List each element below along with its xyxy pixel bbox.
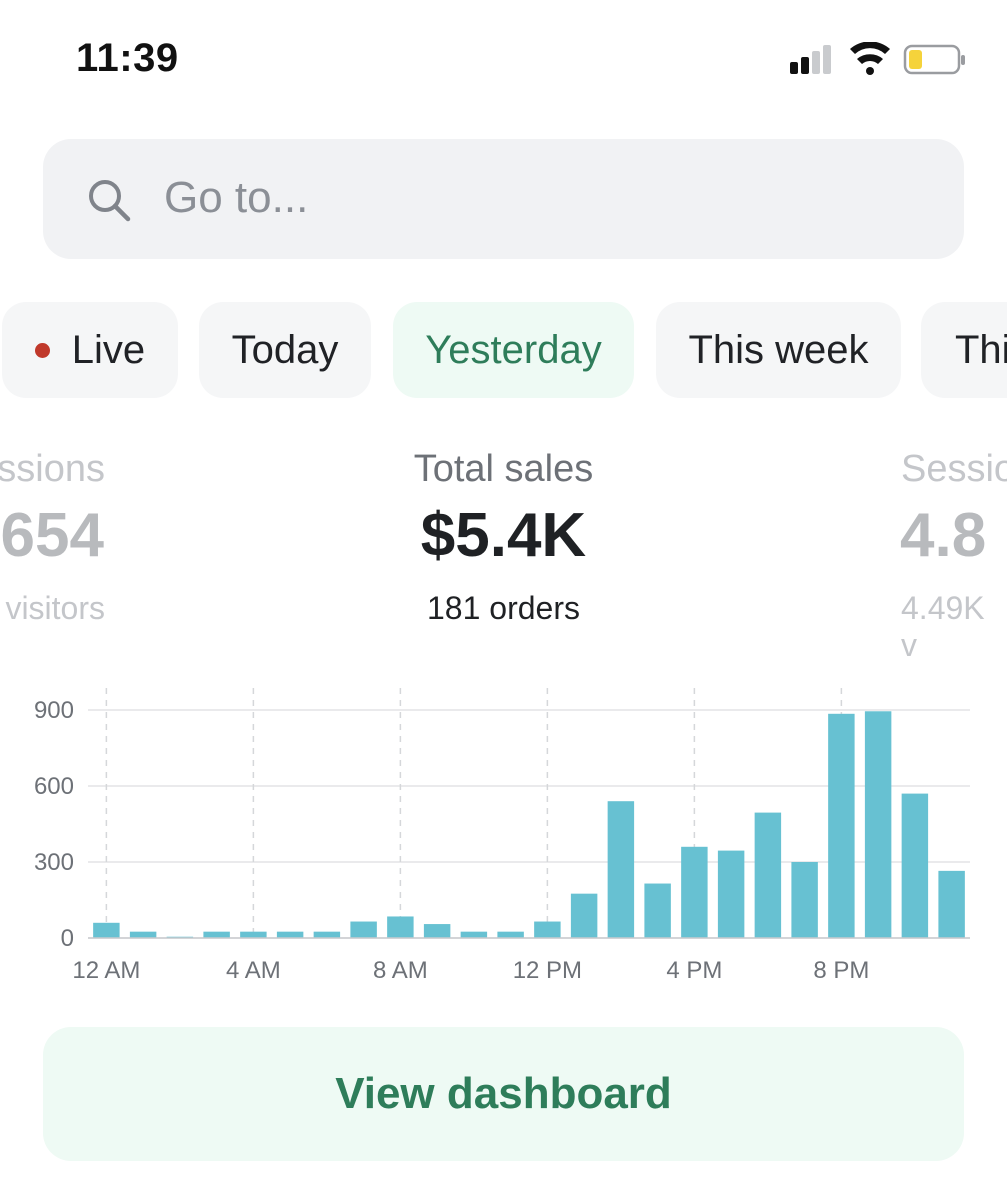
x-tick-label: 4 AM [226,957,281,984]
chart-bar [460,931,488,938]
filter-chip-label: Today [231,327,339,372]
metric-value-total-sales[interactable]: $5.4K [420,501,587,570]
chart-bar [607,801,635,938]
x-tick-label: 8 AM [373,957,428,984]
battery-low-icon [903,44,965,75]
chart-bar [901,793,929,938]
metric-label-total-sales: Total sales [413,448,594,490]
chart-bar [717,850,745,938]
y-tick-label: 900 [34,697,74,724]
metric-sub-visitors: visitors [5,590,105,626]
chart-bar [240,931,267,938]
chart-bar [534,921,561,938]
chart-bar [350,921,377,938]
view-dashboard-button[interactable]: View dashboard [43,1027,964,1161]
filter-chip-label: Thi [955,327,1007,372]
search-icon [89,180,131,222]
y-tick-label: 0 [61,925,74,952]
chart-bar [276,931,304,938]
filter-chip-this-week[interactable]: This week [656,302,901,398]
metric-sub-orders: 181 orders [427,590,580,626]
metric-label-sessions: ssions [0,448,105,490]
wifi-icon [850,42,890,75]
chart-bar [938,870,965,938]
chart-bar [203,931,230,938]
chart-bar [313,931,341,938]
metric-value-sessions[interactable]: 654 [0,501,104,570]
filter-chip-label: Live [71,327,146,372]
status-time: 11:39 [76,36,179,80]
chart-bar [129,931,157,938]
hourly-sales-chart: 0 300 600 900 12 AM 4 AM 8 AM 12 PM 4 PM 8 PM [34,688,970,984]
chart-bar [387,916,414,938]
chart-bar [423,924,451,938]
chart-bar [864,711,892,938]
chart-bar [497,931,524,938]
y-tick-label: 300 [34,849,74,876]
chart-bar [754,812,782,938]
chart-bar [681,846,708,938]
status-icons [790,42,965,75]
search-placeholder: Go to... [164,173,309,222]
chart-bar [828,713,855,938]
search-bar[interactable] [43,139,964,259]
chart-bar [570,893,598,938]
filter-chip-this-month[interactable]: Thi [921,302,1007,398]
filter-chip-live[interactable]: Live [2,302,178,398]
filter-chip-today[interactable]: Today [199,302,371,398]
metric-sub-visitors-next: 4.49K v [901,590,985,663]
chart-bar [791,862,818,938]
x-tick-label: 4 PM [666,957,722,984]
cellular-signal-icon [790,45,831,74]
chart-bar [644,883,671,938]
x-tick-label: 12 PM [513,957,582,984]
chart-bar [93,922,120,938]
metric-label-sessions-next: Sessio [901,448,1007,490]
metric-value-sessions-next[interactable]: 4.8 [900,501,987,570]
filter-chip-label: Yesterday [425,327,602,372]
live-dot-icon [34,342,50,358]
y-tick-label: 600 [34,773,74,800]
x-tick-label: 12 AM [72,957,140,984]
x-tick-label: 8 PM [813,957,869,984]
filter-chip-yesterday[interactable]: Yesterday [393,302,634,398]
filter-chip-label: This week [688,327,869,372]
